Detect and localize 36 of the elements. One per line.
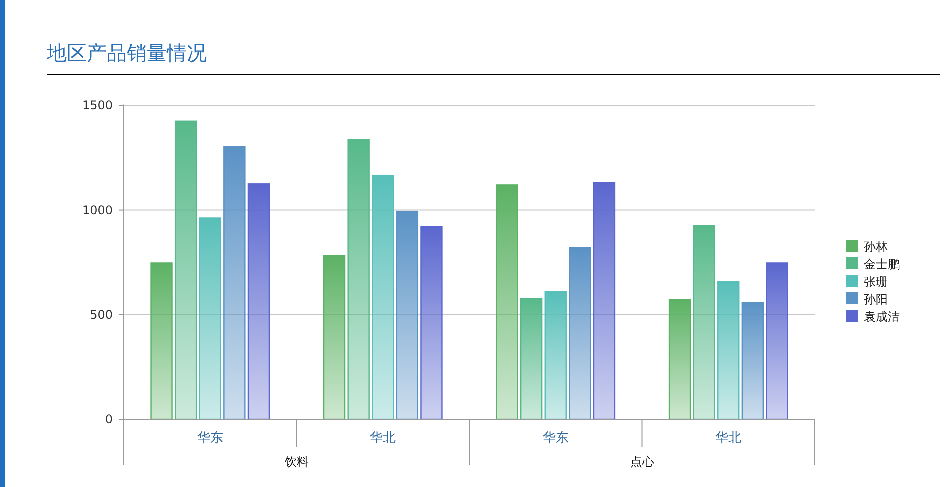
bar	[520, 298, 543, 420]
y-tick-label: 1500	[82, 98, 113, 113]
x-tick-label: 华东	[542, 431, 569, 446]
bar	[248, 184, 270, 420]
bar	[496, 184, 518, 420]
text: 饮料	[284, 455, 309, 469]
x-tick-label: 华北	[716, 431, 742, 446]
legend-label: 金士鹏	[864, 258, 900, 272]
legend-label: 张珊	[864, 275, 888, 289]
bar	[348, 139, 370, 420]
bar	[174, 120, 198, 420]
bar	[544, 291, 567, 420]
y-tick-label: 1000	[82, 203, 113, 218]
bar	[668, 299, 692, 420]
bar	[766, 262, 788, 420]
y-tick-label: 500	[90, 308, 113, 322]
x-tick-label: 华东	[197, 431, 224, 446]
chart-title: 地区产品销量情况	[46, 41, 207, 65]
bar	[593, 182, 616, 420]
bar	[224, 146, 246, 420]
x-tick-label: 华北	[370, 431, 396, 446]
bar	[420, 226, 443, 420]
bar	[323, 255, 346, 420]
bar	[693, 225, 716, 420]
text: 点心	[630, 455, 654, 469]
bar	[396, 210, 419, 420]
bar	[372, 174, 394, 420]
y-tick-label: 0	[105, 412, 113, 426]
bar	[199, 218, 222, 420]
legend-label: 袁成洁	[864, 310, 900, 324]
legend-label: 孙林	[864, 240, 888, 254]
bar	[718, 281, 740, 420]
bar	[569, 247, 592, 420]
bar	[150, 262, 173, 420]
legend-label: 孙阳	[864, 292, 888, 306]
bar	[742, 302, 764, 420]
